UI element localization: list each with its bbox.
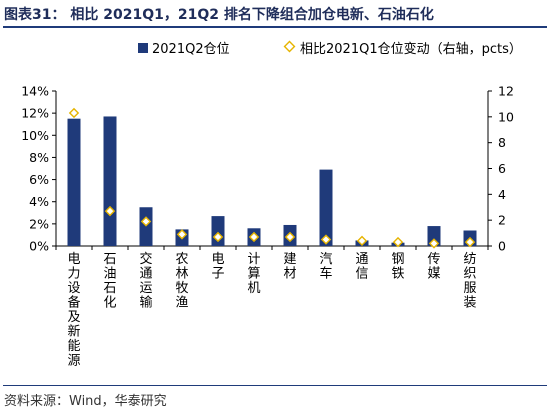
change-marker bbox=[176, 229, 188, 240]
left-tick-label: 10% bbox=[21, 128, 49, 143]
bar bbox=[427, 226, 441, 246]
source-divider bbox=[3, 385, 547, 386]
right-tick-label: 0 bbox=[498, 239, 506, 254]
left-tick-label: 8% bbox=[29, 150, 49, 165]
left-tick-label: 12% bbox=[21, 106, 49, 121]
legend-bar-label: 2021Q2仓位 bbox=[152, 42, 230, 57]
change-marker bbox=[428, 238, 440, 249]
change-marker bbox=[212, 231, 224, 243]
source-note: 资料来源：Wind，华泰研究 bbox=[4, 394, 167, 409]
bar bbox=[319, 169, 333, 246]
change-marker bbox=[104, 205, 116, 217]
title-divider bbox=[3, 26, 547, 28]
category-label: 传媒 bbox=[427, 252, 440, 282]
right-tick-label: 4 bbox=[498, 187, 506, 202]
change-marker bbox=[68, 107, 80, 119]
bar bbox=[103, 116, 117, 246]
category-label: 纺织服装 bbox=[463, 252, 476, 311]
bar-series bbox=[67, 116, 477, 246]
right-tick-label: 10 bbox=[498, 109, 514, 124]
bar-chart: 2021Q2仓位 相比2021Q1仓位变动（右轴，pcts） 0% 2% 4% 6% 8… bbox=[21, 40, 522, 369]
change-marker bbox=[464, 236, 476, 248]
category-label: 农林牧渔 bbox=[175, 252, 188, 311]
category-label: 建材 bbox=[283, 252, 296, 282]
left-tick-label: 4% bbox=[29, 194, 49, 209]
change-marker bbox=[320, 234, 332, 245]
right-tick-label: 12 bbox=[498, 84, 514, 99]
category-label: 电力设备及新能源 bbox=[67, 252, 80, 369]
right-tick-label: 6 bbox=[498, 161, 506, 176]
legend-marker-label: 相比2021Q1仓位变动（右轴，pcts） bbox=[300, 41, 522, 57]
category-label: 石油石化 bbox=[103, 252, 116, 311]
change-marker bbox=[284, 231, 296, 243]
left-tick-label: 0% bbox=[29, 239, 49, 254]
category-label: 通信 bbox=[355, 252, 368, 282]
category-label: 汽车 bbox=[319, 252, 332, 282]
legend-marker-swatch bbox=[283, 40, 296, 53]
legend-bar-swatch bbox=[138, 43, 148, 53]
left-tick-label: 2% bbox=[29, 216, 49, 231]
change-marker bbox=[392, 236, 404, 248]
left-tick-label: 14% bbox=[21, 84, 49, 99]
category-label: 交通运输 bbox=[139, 251, 152, 311]
change-marker bbox=[248, 231, 260, 243]
category-label: 电子 bbox=[211, 252, 224, 282]
change-marker bbox=[356, 235, 368, 247]
category-label: 钢铁 bbox=[391, 252, 404, 282]
category-label: 计算机 bbox=[247, 252, 260, 296]
bar bbox=[67, 118, 81, 246]
right-tick-label: 8 bbox=[498, 135, 506, 150]
left-tick-label: 6% bbox=[29, 172, 49, 187]
right-tick-label: 2 bbox=[498, 213, 506, 228]
axes: 0% 2% 4% 6% 8% 10% 12% 14% 0 2 4 6 8 10 12 bbox=[21, 84, 514, 254]
legend: 2021Q2仓位 相比2021Q1仓位变动（右轴，pcts） bbox=[138, 40, 522, 57]
change-marker bbox=[140, 216, 152, 227]
marker-series bbox=[68, 107, 476, 249]
figure-title: 图表31： 相比 2021Q1，21Q2 排名下降组合加仓电新、石油石化 bbox=[4, 7, 434, 23]
